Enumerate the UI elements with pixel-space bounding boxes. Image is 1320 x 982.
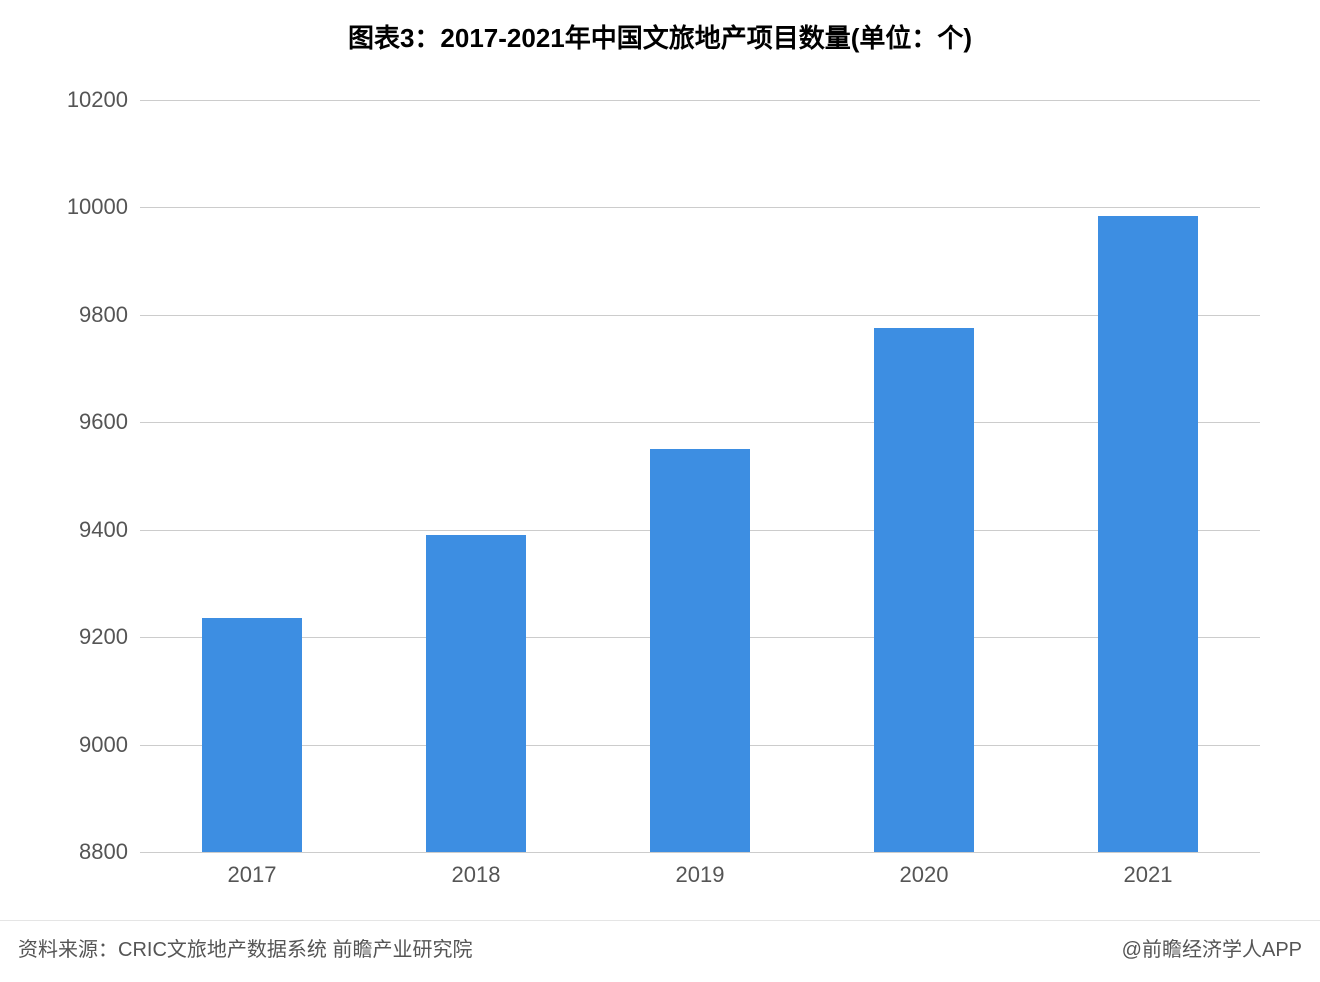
y-tick-label: 8800 [79, 839, 128, 865]
y-tick-label: 9600 [79, 409, 128, 435]
x-tick-label: 2018 [452, 862, 501, 888]
chart-title: 图表3：2017-2021年中国文旅地产项目数量(单位：个) [0, 0, 1320, 55]
grid-line [140, 100, 1260, 101]
bar [1098, 216, 1199, 853]
y-tick-label: 9200 [79, 624, 128, 650]
grid-line [140, 207, 1260, 208]
x-tick-label: 2021 [1124, 862, 1173, 888]
y-tick-label: 10200 [67, 87, 128, 113]
y-tick-label: 9400 [79, 517, 128, 543]
x-tick-label: 2017 [228, 862, 277, 888]
y-tick-label: 9800 [79, 302, 128, 328]
chart-footer: 资料来源：CRIC文旅地产数据系统 前瞻产业研究院 @前瞻经济学人APP [0, 920, 1320, 982]
credit-label: @前瞻经济学人APP [1122, 933, 1302, 962]
grid-line [140, 852, 1260, 853]
bar [874, 328, 975, 852]
bar [202, 618, 303, 852]
plot-area: 8800900092009400960098001000010200201720… [140, 100, 1260, 852]
grid-line [140, 422, 1260, 423]
source-label: 资料来源：CRIC文旅地产数据系统 前瞻产业研究院 [18, 933, 472, 962]
grid-line [140, 315, 1260, 316]
bar [426, 535, 527, 852]
chart-container: 8800 9000 9200 9400 9600 9800 10000 10200 2017 20… [50, 80, 1280, 892]
x-tick-label: 2020 [900, 862, 949, 888]
y-tick-label: 10000 [67, 194, 128, 220]
x-tick-label: 2019 [676, 862, 725, 888]
bar [650, 449, 751, 852]
y-tick-label: 9000 [79, 732, 128, 758]
